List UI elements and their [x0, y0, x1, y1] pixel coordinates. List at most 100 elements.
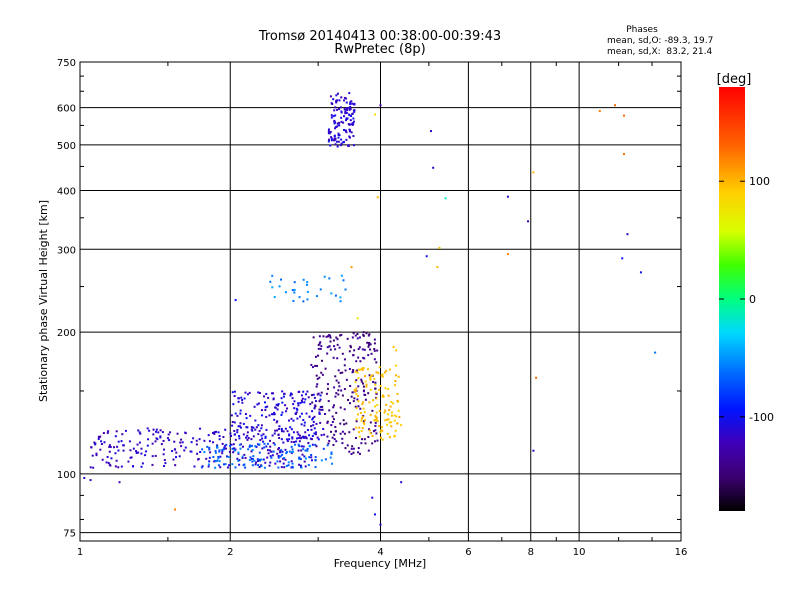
- x-tick-label: 10: [573, 547, 586, 558]
- data-point: [368, 429, 371, 432]
- data-point: [330, 451, 333, 454]
- data-point: [320, 434, 323, 437]
- data-point: [151, 463, 154, 466]
- data-point: [384, 419, 387, 422]
- data-point: [348, 114, 351, 117]
- data-point: [285, 438, 288, 441]
- data-point: [337, 393, 340, 396]
- data-point: [350, 266, 353, 269]
- data-point: [338, 346, 341, 349]
- data-point: [260, 434, 263, 437]
- data-point: [334, 127, 337, 130]
- data-point: [343, 408, 346, 411]
- data-point: [345, 138, 348, 141]
- colorbar-tick-label: -100: [749, 411, 774, 424]
- data-point: [138, 431, 141, 434]
- data-point: [147, 438, 150, 441]
- data-point: [364, 380, 367, 383]
- data-point: [357, 447, 360, 450]
- data-point: [316, 377, 319, 380]
- data-point: [248, 459, 251, 462]
- data-point: [345, 109, 348, 112]
- data-point: [291, 289, 294, 292]
- data-point: [342, 141, 345, 144]
- data-point: [345, 112, 348, 115]
- data-point: [331, 102, 334, 105]
- data-point: [218, 464, 221, 467]
- data-point: [253, 459, 256, 462]
- data-point: [233, 449, 236, 452]
- data-point: [394, 429, 397, 432]
- data-point: [295, 437, 298, 440]
- data-point: [326, 383, 329, 386]
- data-point: [343, 423, 346, 426]
- data-point: [275, 421, 278, 424]
- data-point: [360, 417, 363, 420]
- data-point: [319, 394, 322, 397]
- data-point: [314, 456, 317, 459]
- data-point: [358, 336, 361, 339]
- data-point: [338, 99, 341, 102]
- data-point: [291, 437, 294, 440]
- data-point: [336, 122, 339, 125]
- data-point: [121, 433, 124, 436]
- data-point: [258, 429, 261, 432]
- data-point: [107, 430, 110, 433]
- data-point: [332, 115, 335, 118]
- data-point: [154, 454, 157, 457]
- data-point: [332, 98, 335, 101]
- data-point: [293, 288, 296, 291]
- data-point: [273, 411, 276, 414]
- data-point: [365, 383, 368, 386]
- data-point: [341, 442, 344, 445]
- data-point: [298, 445, 301, 448]
- data-point: [295, 407, 298, 410]
- data-point: [392, 402, 395, 405]
- data-point: [292, 419, 295, 422]
- data-point: [328, 345, 331, 348]
- data-point: [274, 406, 277, 409]
- data-point: [280, 466, 283, 469]
- data-point: [236, 414, 239, 417]
- data-point: [340, 96, 343, 99]
- data-point: [251, 460, 254, 463]
- data-point: [506, 253, 509, 256]
- data-point: [262, 433, 265, 436]
- data-point: [113, 446, 116, 449]
- data-point: [385, 369, 388, 372]
- data-point: [272, 413, 275, 416]
- data-point: [293, 291, 296, 294]
- data-point: [281, 411, 284, 414]
- data-point: [226, 455, 229, 458]
- data-point: [258, 458, 261, 461]
- data-point: [260, 424, 263, 427]
- data-point: [324, 458, 327, 461]
- data-point: [280, 413, 283, 416]
- data-point: [360, 378, 363, 381]
- data-point: [357, 431, 360, 434]
- data-point: [296, 431, 299, 434]
- data-point: [366, 368, 369, 371]
- data-point: [321, 405, 324, 408]
- data-point: [339, 371, 342, 374]
- data-point: [374, 113, 377, 116]
- data-point: [214, 466, 217, 469]
- data-point: [278, 285, 281, 288]
- data-point: [265, 392, 268, 395]
- data-point: [365, 332, 368, 335]
- data-point: [397, 375, 400, 378]
- data-point: [344, 108, 347, 111]
- data-point: [361, 348, 364, 351]
- data-point: [281, 390, 284, 393]
- data-point: [257, 391, 260, 394]
- data-point: [384, 387, 387, 390]
- data-point: [221, 442, 224, 445]
- data-point: [535, 376, 538, 379]
- data-point: [314, 459, 317, 462]
- data-point: [195, 439, 198, 442]
- data-point: [250, 426, 253, 429]
- data-point: [280, 449, 283, 452]
- data-point: [343, 364, 346, 367]
- data-point: [306, 298, 309, 301]
- data-point: [375, 371, 378, 374]
